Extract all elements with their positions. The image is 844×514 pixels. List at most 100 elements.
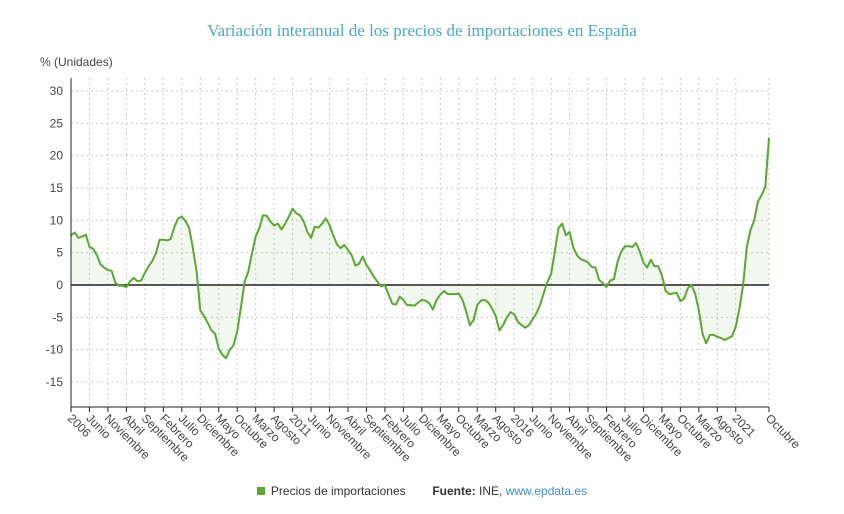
data-point bbox=[203, 315, 205, 317]
data-point bbox=[206, 321, 209, 324]
data-point bbox=[373, 275, 375, 278]
data-point bbox=[498, 329, 501, 332]
data-point bbox=[177, 217, 179, 220]
data-point bbox=[162, 238, 165, 241]
data-point bbox=[144, 271, 146, 274]
data-point bbox=[96, 254, 98, 257]
data-point bbox=[701, 332, 704, 335]
data-point bbox=[140, 279, 142, 282]
data-point bbox=[509, 311, 512, 314]
source-link[interactable]: www.epdata.es bbox=[505, 484, 588, 498]
legend-series-label[interactable]: Precios de importaciones bbox=[270, 484, 406, 498]
data-point bbox=[387, 293, 390, 296]
data-point bbox=[77, 237, 80, 239]
data-point bbox=[88, 246, 91, 248]
data-point bbox=[365, 264, 368, 266]
data-point bbox=[350, 254, 353, 257]
legend-swatch bbox=[256, 487, 265, 495]
data-point bbox=[409, 304, 412, 306]
data-point bbox=[642, 261, 645, 264]
data-point bbox=[579, 258, 582, 260]
source-value: INE, bbox=[479, 484, 506, 498]
data-point bbox=[310, 237, 312, 239]
data-point bbox=[709, 334, 711, 336]
data-point bbox=[347, 249, 349, 251]
data-point bbox=[413, 304, 416, 307]
data-point bbox=[565, 234, 567, 237]
data-point bbox=[457, 292, 460, 295]
data-point bbox=[664, 290, 667, 292]
data-point bbox=[313, 226, 316, 228]
data-point bbox=[114, 281, 117, 284]
data-point bbox=[155, 252, 157, 255]
data-point bbox=[653, 265, 656, 268]
data-point bbox=[84, 233, 87, 236]
data-point bbox=[188, 227, 190, 229]
data-point bbox=[417, 301, 419, 304]
data-point bbox=[421, 299, 423, 301]
data-point bbox=[243, 281, 246, 283]
data-point bbox=[284, 222, 287, 225]
data-point bbox=[738, 307, 741, 310]
data-point bbox=[483, 299, 486, 301]
data-point bbox=[561, 222, 563, 225]
series-area-fill bbox=[71, 138, 769, 359]
data-point bbox=[325, 217, 327, 220]
data-point bbox=[605, 286, 608, 288]
y-tick-label: -15 bbox=[46, 375, 64, 389]
data-point bbox=[99, 263, 102, 266]
data-point bbox=[768, 137, 770, 139]
data-point bbox=[229, 348, 231, 351]
data-point bbox=[528, 324, 530, 326]
data-point bbox=[251, 252, 253, 255]
data-point bbox=[590, 266, 593, 268]
data-point bbox=[151, 260, 154, 262]
data-point bbox=[720, 337, 722, 339]
data-point bbox=[727, 337, 730, 339]
data-point bbox=[299, 214, 301, 216]
y-axis-label: % (Unidades) bbox=[40, 55, 113, 69]
data-point bbox=[550, 273, 552, 275]
data-point bbox=[494, 315, 497, 317]
data-point bbox=[557, 227, 560, 229]
data-point bbox=[613, 278, 615, 281]
data-point bbox=[166, 239, 168, 242]
data-point bbox=[553, 250, 556, 253]
y-tick-label: 25 bbox=[50, 116, 64, 130]
data-point bbox=[698, 309, 700, 312]
data-point bbox=[73, 231, 76, 234]
data-point bbox=[103, 266, 106, 269]
data-point bbox=[723, 339, 726, 341]
data-point bbox=[384, 284, 386, 286]
data-point bbox=[369, 269, 371, 271]
chart-title: Variación interanual de los precios de i… bbox=[207, 21, 637, 40]
data-point bbox=[609, 279, 611, 282]
y-tick-label: 0 bbox=[56, 278, 63, 292]
data-point bbox=[435, 299, 438, 301]
data-point bbox=[657, 265, 660, 268]
data-point bbox=[336, 243, 338, 246]
y-tick-label: 10 bbox=[50, 213, 64, 227]
data-point bbox=[147, 265, 150, 268]
data-point bbox=[332, 234, 335, 237]
series-line-precios-importaciones bbox=[70, 138, 770, 360]
data-point bbox=[424, 299, 427, 302]
data-point bbox=[572, 246, 575, 249]
data-point bbox=[136, 280, 139, 282]
y-tick-label: 15 bbox=[50, 181, 64, 195]
data-point bbox=[321, 222, 323, 225]
data-point bbox=[502, 324, 504, 326]
data-point bbox=[531, 318, 534, 321]
data-point bbox=[295, 212, 298, 215]
data-point bbox=[712, 334, 715, 336]
data-point bbox=[232, 344, 235, 347]
data-point bbox=[620, 250, 623, 253]
data-point bbox=[306, 231, 309, 233]
x-tick-label: Octubre bbox=[763, 411, 803, 451]
data-point bbox=[454, 293, 456, 295]
data-point bbox=[328, 224, 331, 226]
data-point bbox=[158, 238, 161, 241]
data-point bbox=[443, 290, 445, 292]
data-point bbox=[118, 284, 120, 287]
